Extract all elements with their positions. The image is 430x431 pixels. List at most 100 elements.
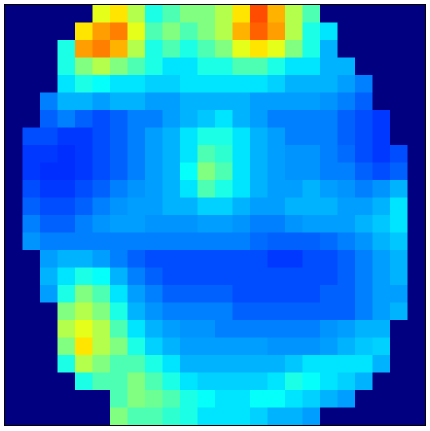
heatmap-cell — [5, 22, 23, 41]
heatmap-cell — [162, 197, 181, 216]
heatmap-cell — [372, 215, 391, 233]
heatmap-cell — [320, 232, 338, 251]
heatmap-cell — [92, 250, 111, 268]
heatmap-cell — [197, 337, 216, 356]
heatmap-cell — [302, 110, 321, 128]
heatmap-cell — [57, 180, 76, 198]
heatmap-cell — [75, 127, 93, 146]
heatmap-cell — [267, 162, 286, 181]
heatmap-cell — [197, 267, 216, 286]
heatmap-cell — [372, 162, 391, 181]
heatmap-cell — [197, 320, 216, 338]
heatmap-cell — [180, 92, 198, 111]
heatmap-cell — [320, 285, 338, 303]
heatmap-cell — [355, 232, 373, 251]
heatmap-cell — [337, 320, 356, 338]
heatmap-cell — [337, 215, 356, 233]
heatmap-cell — [92, 127, 111, 146]
heatmap-cell — [145, 92, 163, 111]
heatmap-cell — [232, 355, 251, 373]
heatmap-cell — [285, 92, 303, 111]
heatmap-cell — [92, 5, 111, 23]
heatmap-cell — [302, 285, 321, 303]
heatmap-cell — [40, 57, 58, 76]
heatmap-cell — [390, 372, 408, 391]
heatmap-cell — [250, 127, 268, 146]
heatmap-cell — [285, 110, 303, 128]
heatmap-cell — [407, 180, 426, 198]
heatmap-cell — [57, 232, 76, 251]
heatmap-cell — [127, 320, 146, 338]
heatmap-cell — [127, 337, 146, 356]
heatmap-cell — [407, 215, 426, 233]
heatmap-cell — [390, 355, 408, 373]
heatmap-cell — [355, 92, 373, 111]
heatmap-cell — [232, 145, 251, 163]
heatmap-cell — [320, 372, 338, 391]
heatmap-cell — [40, 162, 58, 181]
heatmap-cell — [337, 57, 356, 76]
heatmap-cell — [355, 250, 373, 268]
heatmap-cell — [110, 215, 128, 233]
heatmap-cell — [320, 92, 338, 111]
heatmap-cell — [407, 22, 426, 41]
heatmap-cell — [232, 407, 251, 426]
heatmap-cell — [162, 390, 181, 408]
heatmap-cell — [232, 75, 251, 93]
heatmap-cell — [110, 92, 128, 111]
heatmap-cell — [145, 232, 163, 251]
heatmap-cell — [267, 302, 286, 321]
heatmap-cell — [22, 92, 41, 111]
heatmap-cell — [75, 302, 93, 321]
heatmap-cell — [372, 180, 391, 198]
heatmap-cell — [355, 355, 373, 373]
heatmap-cell — [407, 197, 426, 216]
heatmap-cell — [5, 92, 23, 111]
heatmap-cell — [390, 145, 408, 163]
heatmap-cell — [320, 162, 338, 181]
heatmap-cell — [390, 250, 408, 268]
heatmap-cell — [250, 285, 268, 303]
heatmap-cell — [372, 337, 391, 356]
heatmap-cell — [285, 40, 303, 58]
heatmap-cell — [407, 302, 426, 321]
heatmap-cell — [215, 372, 233, 391]
heatmap-cell — [22, 127, 41, 146]
heatmap-cell — [215, 407, 233, 426]
heatmap-cell — [22, 215, 41, 233]
heatmap-cell — [110, 372, 128, 391]
heatmap-cell — [110, 145, 128, 163]
heatmap-cell — [355, 162, 373, 181]
heatmap-cell — [40, 285, 58, 303]
heatmap-cell — [320, 320, 338, 338]
heatmap-cell — [5, 57, 23, 76]
heatmap-cell — [5, 390, 23, 408]
heatmap-cell — [215, 110, 233, 128]
heatmap-cell — [267, 180, 286, 198]
heatmap-cell — [127, 390, 146, 408]
heatmap-cell — [180, 5, 198, 23]
heatmap-cell — [215, 232, 233, 251]
heatmap-cell — [5, 372, 23, 391]
heatmap-cell — [145, 40, 163, 58]
heatmap-cell — [285, 372, 303, 391]
heatmap-cell — [145, 250, 163, 268]
heatmap-cell — [407, 390, 426, 408]
heatmap-cell — [162, 22, 181, 41]
heatmap-cell — [372, 92, 391, 111]
heatmap-cell — [407, 40, 426, 58]
heatmap-cell — [320, 267, 338, 286]
heatmap-cell — [162, 407, 181, 426]
heatmap-cell — [162, 92, 181, 111]
heatmap-cell — [40, 320, 58, 338]
heatmap-cell — [337, 372, 356, 391]
heatmap-cell — [355, 320, 373, 338]
heatmap-cell — [110, 285, 128, 303]
heatmap-cell — [75, 215, 93, 233]
heatmap-cell — [250, 57, 268, 76]
heatmap-cell — [75, 232, 93, 251]
heatmap-cell — [110, 355, 128, 373]
heatmap-cell — [337, 407, 356, 426]
heatmap-cell — [40, 215, 58, 233]
